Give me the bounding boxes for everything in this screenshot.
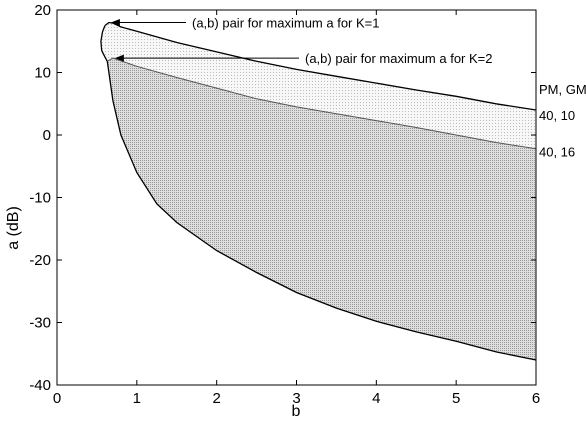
y-tick-label: -40 xyxy=(29,377,51,394)
y-tick-label: 10 xyxy=(34,65,51,82)
x-tick-label: 2 xyxy=(212,390,220,407)
y-axis-label: a (dB) xyxy=(5,206,22,250)
x-tick-label: 5 xyxy=(452,390,460,407)
right-label: 40, 16 xyxy=(539,144,575,159)
x-axis: 0 1 2 3 4 5 6 xyxy=(53,10,540,407)
x-tick-label: 4 xyxy=(372,390,380,407)
region-k2 xyxy=(107,58,537,360)
y-tick-label: -30 xyxy=(29,315,51,332)
annotation-text: (a,b) pair for maximum a for K=2 xyxy=(305,51,492,66)
y-tick-label: -10 xyxy=(29,190,51,207)
annotation-arrowhead xyxy=(110,19,120,26)
y-tick-label: 20 xyxy=(34,2,51,19)
right-label: PM, GM xyxy=(539,82,586,97)
annotation-arrowhead xyxy=(114,54,124,62)
region-k1-only xyxy=(100,22,537,149)
curve-k2-upper xyxy=(107,57,537,150)
x-tick-label: 3 xyxy=(292,390,300,407)
curve-k1-front xyxy=(100,25,108,62)
x-axis-label: b xyxy=(292,403,301,420)
annotation-text: (a,b) pair for maximum a for K=1 xyxy=(192,16,379,31)
y-tick-label: -20 xyxy=(29,252,51,269)
x-tick-label: 1 xyxy=(133,390,141,407)
x-tick-label: 0 xyxy=(53,390,61,407)
y-tick-label: 0 xyxy=(43,127,51,144)
annotations: (a,b) pair for maximum a for K=1 (a,b) pa… xyxy=(110,16,492,66)
y-axis: 20 10 0 -10 -20 -30 -40 xyxy=(29,2,536,394)
right-labels: PM, GM 40, 10 40, 16 xyxy=(539,82,586,160)
x-tick-label: 6 xyxy=(532,390,540,407)
right-label: 40, 10 xyxy=(539,108,575,123)
curve-k1-upper xyxy=(104,21,537,111)
curve-k2-lower xyxy=(106,61,537,361)
